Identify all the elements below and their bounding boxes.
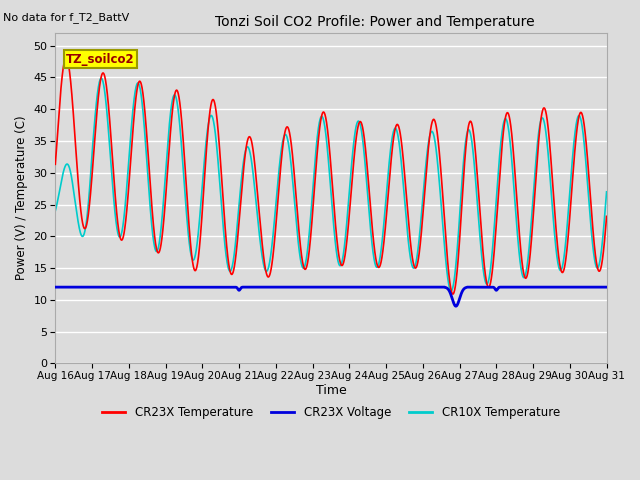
Text: TZ_soilco2: TZ_soilco2 xyxy=(67,53,135,66)
Text: No data for f_T2_BattV: No data for f_T2_BattV xyxy=(3,12,129,23)
Title: Tonzi Soil CO2 Profile: Power and Temperature: Tonzi Soil CO2 Profile: Power and Temper… xyxy=(215,15,535,29)
X-axis label: Time: Time xyxy=(316,384,346,397)
Y-axis label: Power (V) / Temperature (C): Power (V) / Temperature (C) xyxy=(15,116,28,280)
Legend: CR23X Temperature, CR23X Voltage, CR10X Temperature: CR23X Temperature, CR23X Voltage, CR10X … xyxy=(97,401,565,423)
